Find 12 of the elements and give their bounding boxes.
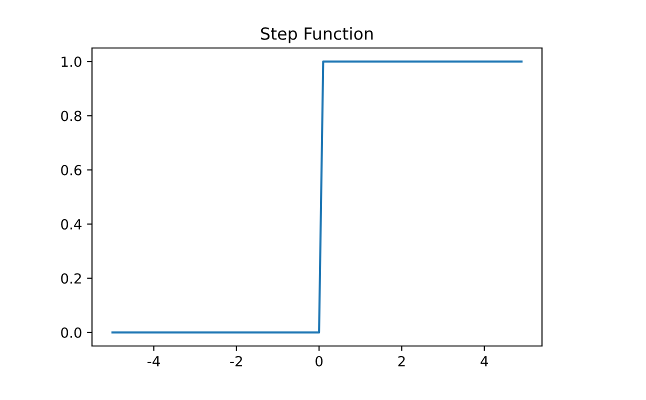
y-tick-label: 0.0 [61, 327, 82, 338]
x-tick-label: -2 [230, 356, 242, 366]
y-tick-label: 1.0 [62, 56, 82, 68]
y-tick-label: 0.2 [61, 273, 81, 284]
y-tick-label: 0.8 [61, 110, 82, 122]
y-tick-label: 0.4 [61, 219, 82, 230]
x-tick-label: -4 [148, 356, 160, 366]
x-tick-label: 4 [480, 356, 488, 366]
x-tick-label: 0 [316, 356, 323, 366]
x-tick-label: 2 [398, 356, 405, 366]
chart-title: Step Function [261, 27, 373, 44]
y-tick-label: 0.6 [61, 164, 82, 176]
